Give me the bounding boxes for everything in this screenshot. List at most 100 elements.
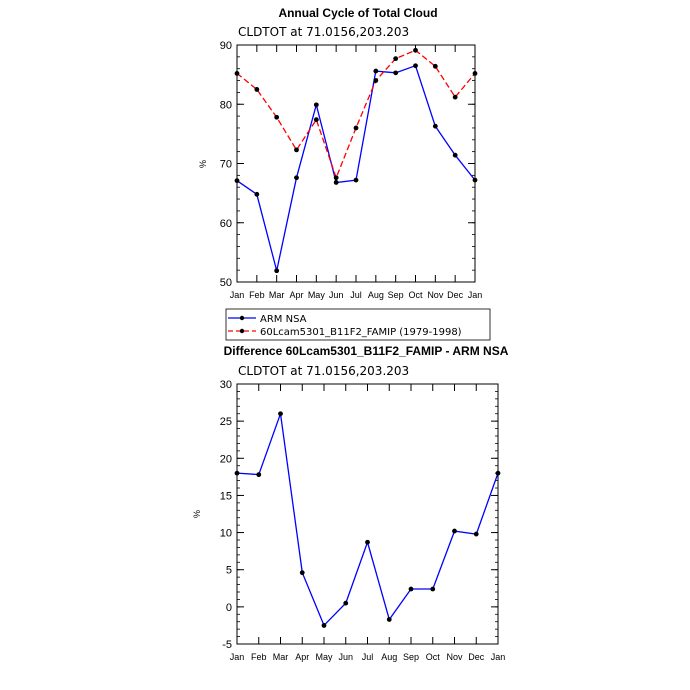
top-series-point-1 [294,147,299,153]
top-y-tick-label: 70 [220,159,232,171]
bottom-series-point-0 [321,623,327,628]
bottom-series-point-0 [452,528,457,534]
top-x-tick-label: Nov [427,290,444,300]
bottom-chart-subtitle: CLDTOT at 71.0156,203.203 [238,364,409,378]
bottom-series-point-0 [386,617,392,622]
top-series-point-0 [432,123,438,129]
bottom-y-tick-label: 5 [226,565,232,577]
bottom-series-line-0 [236,413,499,627]
legend-marker-model [239,328,245,334]
top-series-point-0 [373,68,379,74]
top-x-tick-label: Jan [230,290,245,300]
top-y-tick-label: 60 [220,218,232,230]
top-x-tick-label: Dec [447,290,464,300]
bottom-y-ticks: -5 0 5 10 15 20 25 30 [220,379,498,651]
top-chart-title: Annual Cycle of Total Cloud [278,6,437,20]
top-series-point-1 [413,47,418,53]
top-series-line-0 [236,64,476,271]
bottom-x-tick-label: Nov [446,652,463,662]
top-x-tick-label: Jul [350,290,362,300]
bottom-y-axis-label: % [192,510,202,518]
bottom-series-point-0 [473,531,479,537]
top-x-tick-label: Apr [289,290,303,300]
bottom-x-tick-label: Apr [295,652,309,662]
top-series-point-1 [313,117,319,123]
bottom-series-point-0 [234,470,240,476]
bottom-y-tick-label: 10 [220,528,232,540]
bottom-series-point-0 [365,539,370,545]
top-series-point-1 [393,56,399,62]
top-series-point-1 [234,71,240,76]
top-series-point-1 [373,78,379,83]
top-x-tick-label: Oct [408,290,423,300]
top-plot-frame [236,44,476,283]
top-y-tick-label: 80 [220,99,232,111]
bottom-series-point-0 [299,570,305,576]
top-series-point-0 [254,191,260,197]
bottom-x-tick-label: Jan [491,652,506,662]
bottom-series-point-0 [278,411,283,417]
top-x-tick-label: May [308,290,326,300]
bottom-series-point-0 [256,472,262,478]
top-chart: Annual Cycle of Total Cloud CLDTOT at 71… [198,6,482,300]
top-series-point-1 [333,175,339,181]
top-y-tick-label: 50 [220,277,232,289]
bottom-x-tick-label: Jun [338,652,353,662]
top-series-point-0 [333,180,339,185]
top-series-point-0 [393,70,399,76]
top-series-point-0 [472,177,478,183]
top-series-point-1 [472,71,478,76]
top-x-tick-label: Jan [468,290,483,300]
legend-label-arm: ARM NSA [260,314,307,325]
top-y-ticks: 50 60 70 80 90 [220,40,475,289]
top-x-tick-label: Aug [368,290,384,300]
bottom-series-point-0 [430,586,436,592]
top-x-tick-label: Feb [249,290,265,300]
top-series-point-0 [353,177,359,183]
top-series-point-0 [313,102,319,108]
bottom-x-tick-label: Aug [381,652,397,662]
bottom-series-point-0 [408,586,414,592]
top-series-group [234,47,478,274]
top-series-point-1 [452,94,458,100]
top-series-point-0 [234,178,240,184]
top-x-tick-label: Jun [329,290,344,300]
top-series-point-0 [413,63,418,69]
top-series-line-1 [236,49,476,180]
top-chart-subtitle: CLDTOT at 71.0156,203.203 [238,25,409,39]
bottom-x-tick-label: Feb [251,652,267,662]
bottom-y-tick-label: 25 [220,416,232,428]
top-x-tick-label: Sep [388,290,404,300]
bottom-x-ticks: Jan Feb Mar Apr May Jun Jul Aug Sep Oct Nov Dec Jan [230,384,506,662]
bottom-series-point-0 [343,600,349,606]
bottom-plot-frame [236,383,499,645]
top-series-point-0 [452,152,458,158]
legend-marker-arm [239,315,245,321]
bottom-chart: Difference 60Lcam5301_B11F2_FAMIP - ARM … [192,344,509,662]
bottom-y-tick-label: -5 [222,639,232,651]
top-x-ticks: Jan Feb Mar Apr May Jun Jul Aug Sep Oct Nov Dec Jan [230,45,483,300]
bottom-x-tick-label: Oct [426,652,441,662]
top-y-axis-label: % [198,160,208,168]
top-series-point-1 [353,125,359,131]
bottom-chart-title: Difference 60Lcam5301_B11F2_FAMIP - ARM … [224,344,509,358]
legend-label-model: 60Lcam5301_B11F2_FAMIP (1979-1998) [260,327,462,338]
top-series-point-0 [294,175,299,181]
top-series-point-1 [432,63,438,69]
legend: ARM NSA 60Lcam5301_B11F2_FAMIP (1979-199… [225,308,491,341]
bottom-series-point-0 [495,470,501,476]
top-series-point-1 [254,87,260,92]
top-series-point-1 [274,114,280,120]
bottom-x-tick-label: Jan [230,652,245,662]
bottom-x-tick-label: Sep [403,652,419,662]
legend-box [225,308,491,341]
bottom-x-tick-label: May [315,652,333,662]
bottom-y-tick-label: 15 [220,490,232,502]
top-series-point-0 [274,268,280,274]
bottom-series-group [234,411,501,628]
bottom-x-tick-label: Mar [273,652,289,662]
bottom-y-tick-label: 20 [220,453,232,465]
bottom-y-tick-label: 30 [220,379,232,391]
top-y-tick-label: 90 [220,40,232,52]
